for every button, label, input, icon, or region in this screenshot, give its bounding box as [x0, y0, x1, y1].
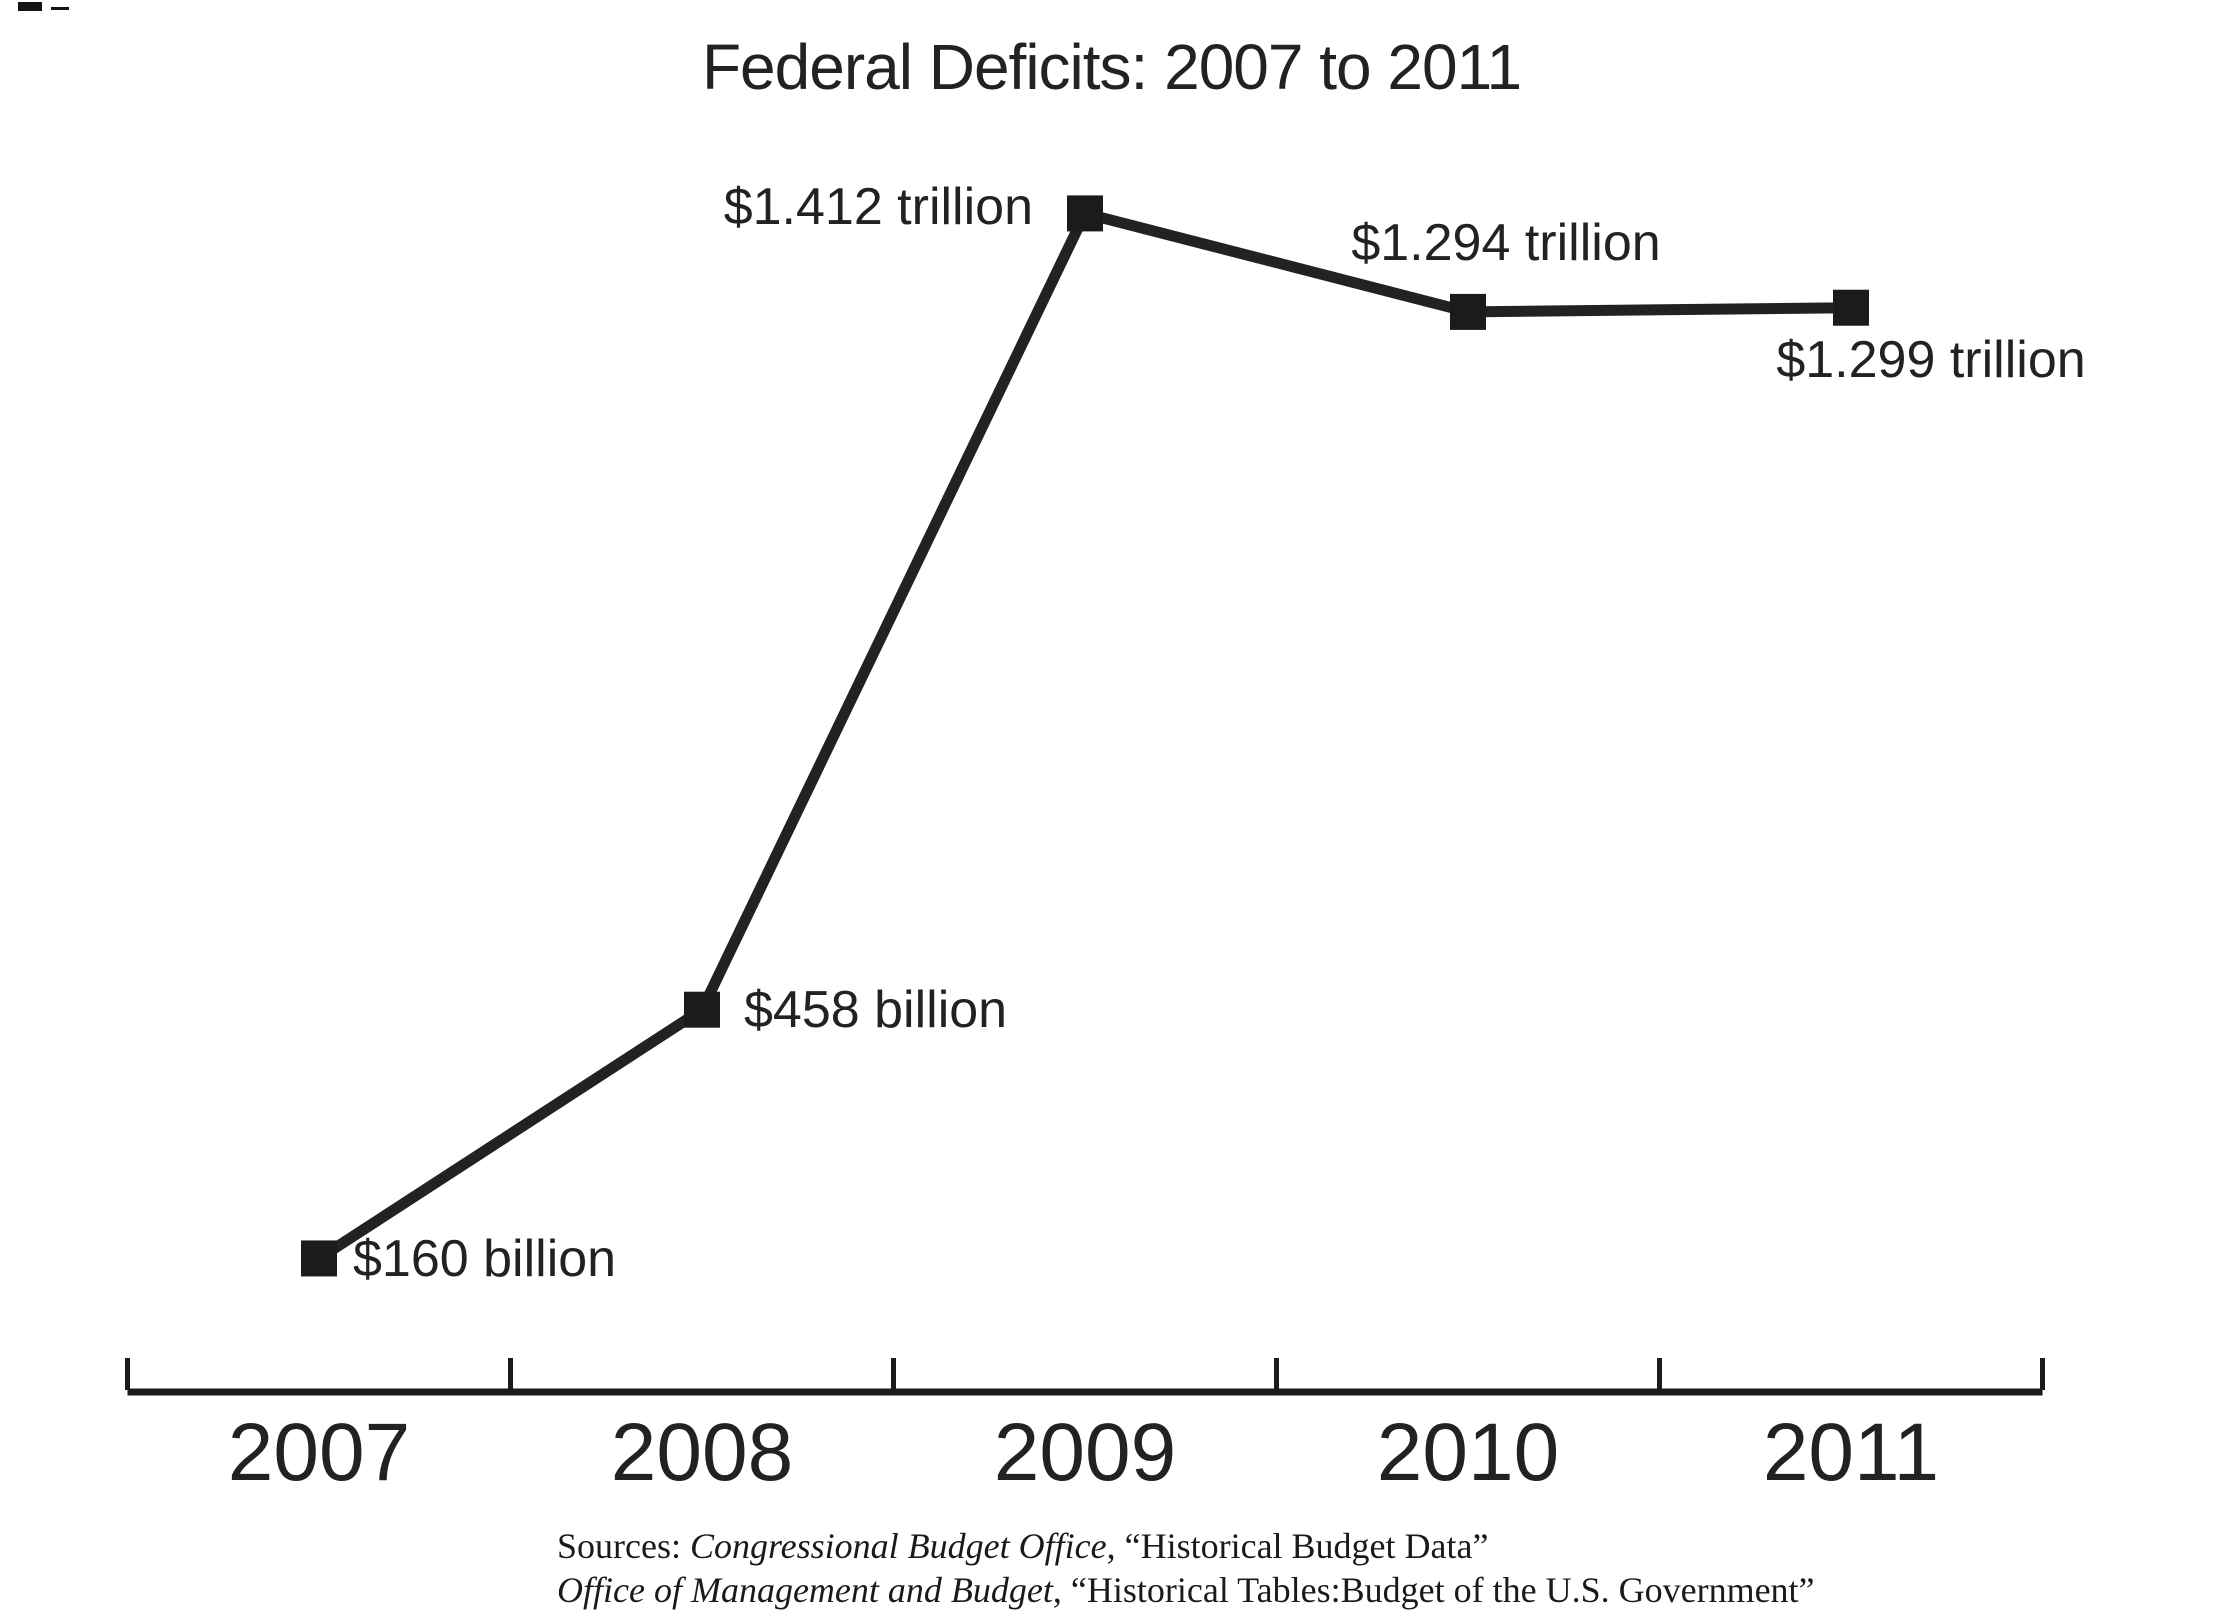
- sources-prefix: Sources:: [557, 1526, 690, 1566]
- source-name-omb: Office of Management and Budget: [557, 1570, 1053, 1610]
- data-label-2008: $458 billion: [744, 980, 1008, 1039]
- data-label-2011: $1.299 trillion: [1776, 330, 2086, 389]
- data-point-2011: [1833, 289, 1869, 326]
- data-point-2007: [301, 1240, 337, 1277]
- data-point-2008: [684, 991, 720, 1028]
- sources-note: Sources: Congressional Budget Office, “H…: [557, 1524, 1815, 1612]
- sources-line1-rest: , “Historical Budget Data”: [1106, 1526, 1489, 1566]
- sources-line-1: Sources: Congressional Budget Office, “H…: [557, 1524, 1815, 1568]
- source-name-cbo: Congressional Budget Office: [689, 1526, 1107, 1566]
- data-point-2009: [1067, 195, 1103, 232]
- sources-line-2: Office of Management and Budget, “Histor…: [557, 1568, 1815, 1612]
- x-axis-label-2007: 2007: [227, 1407, 411, 1498]
- x-axis-label-2008: 2008: [610, 1407, 794, 1498]
- data-point-2010: [1450, 293, 1486, 330]
- sources-line2-rest: , “Historical Tables:Budget of the U.S. …: [1052, 1570, 1815, 1610]
- data-label-2010: $1.294 trillion: [1351, 213, 1661, 272]
- x-axis-label-2010: 2010: [1376, 1407, 1560, 1498]
- chart-title: Federal Deficits: 2007 to 2011: [701, 31, 1522, 103]
- scan-artifact-speck: [18, 2, 42, 11]
- data-label-2009: $1.412 trillion: [723, 178, 1033, 237]
- x-axis-label-2009: 2009: [993, 1407, 1177, 1498]
- data-label-2007: $160 billion: [353, 1230, 617, 1289]
- x-axis-label-2011: 2011: [1762, 1407, 1940, 1498]
